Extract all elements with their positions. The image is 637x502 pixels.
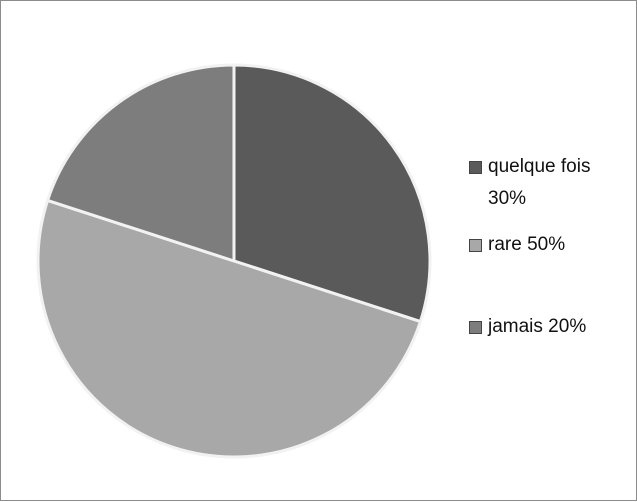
pie-slice [36,198,422,459]
pie-slice [232,63,432,324]
legend-label: quelque fois 30% [488,156,591,209]
legend-label: rare 50% [488,234,566,255]
legend-swatch [469,161,482,174]
legend-item: quelque fois 30% [469,151,613,215]
legend-swatch [469,239,482,252]
legend-item: jamais 20% [469,311,613,343]
pie-slice [46,63,236,263]
legend-item: rare 50% [469,229,613,261]
legend-swatch [469,321,482,334]
legend-label: jamais 20% [488,316,587,337]
